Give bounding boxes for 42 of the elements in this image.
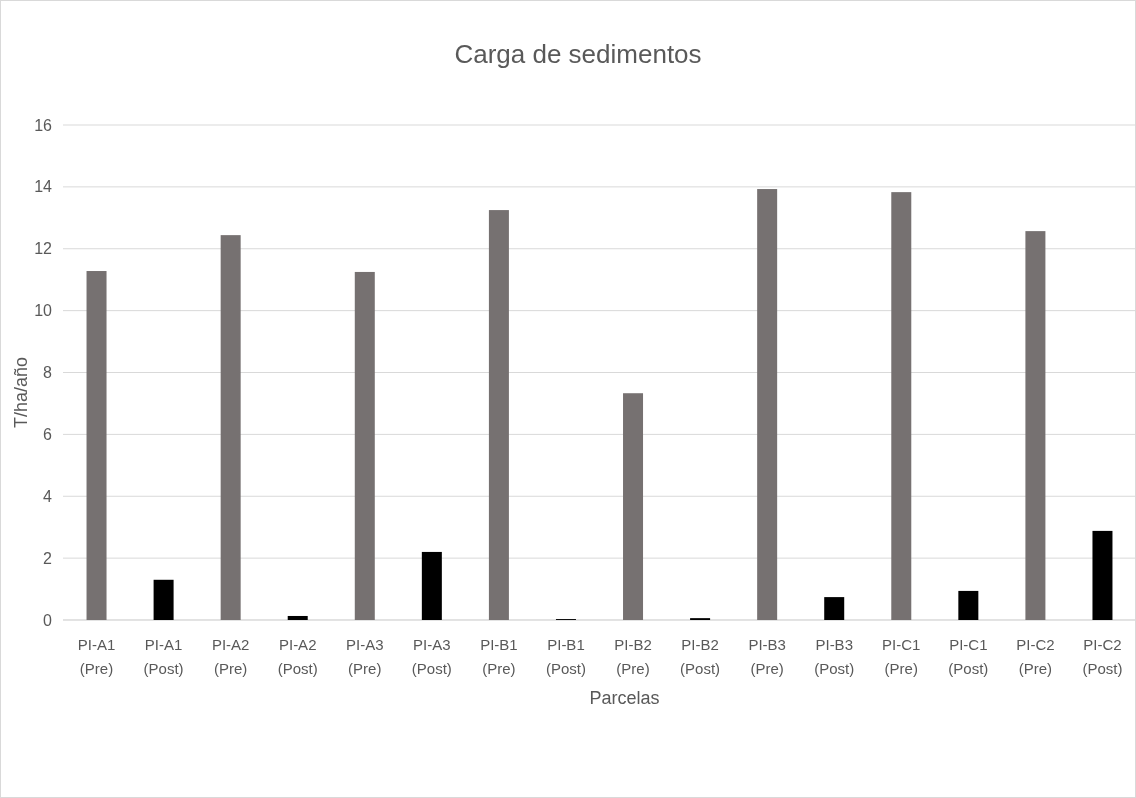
y-tick-label: 12 [34, 240, 53, 258]
bar [287, 615, 308, 620]
y-tick-label: 0 [43, 611, 53, 629]
x-tick-label: PI-B2 (Pre) [614, 636, 652, 677]
bar [220, 235, 241, 620]
y-tick-label: 8 [43, 364, 53, 382]
x-tick-label: PI-A3 (Post) [411, 636, 452, 677]
bar [757, 189, 778, 620]
y-tick-label: 16 [34, 116, 53, 134]
x-tick-label: PI-C2 (Pre) [1016, 636, 1055, 677]
x-tick-label: PI-B1 (Pre) [480, 636, 518, 677]
y-tick-label: 2 [43, 549, 53, 567]
bar [354, 271, 375, 620]
x-tick-label: PI-B3 (Post) [814, 636, 855, 677]
bar [488, 210, 509, 620]
bar [421, 551, 442, 620]
y-tick-label: 14 [34, 178, 53, 196]
bar [623, 393, 644, 620]
x-tick-label: PI-B2 (Post) [680, 636, 721, 677]
x-tick-label: PI-C2 (Post) [1082, 636, 1123, 677]
bar [891, 192, 912, 620]
x-tick-label: PI-A1 (Post) [143, 636, 184, 677]
x-tick-label: PI-C1 (Pre) [882, 636, 921, 677]
y-tick-label: 10 [34, 302, 53, 320]
bar [824, 597, 845, 620]
x-tick-label: PI-A3 (Pre) [346, 636, 384, 677]
bar [1025, 231, 1046, 620]
x-tick-label: PI-C1 (Post) [948, 636, 989, 677]
x-axis-title: Parcelas [589, 688, 660, 708]
bar [86, 271, 107, 620]
bar [1092, 530, 1113, 620]
x-tick-label: PI-A2 (Pre) [211, 636, 250, 677]
bar [153, 579, 174, 620]
x-tick-label: PI-B1 (Post) [545, 636, 586, 677]
y-tick-label: 4 [43, 487, 53, 505]
y-axis-title: T/ha/año [11, 356, 31, 429]
bar [958, 590, 979, 620]
x-tick-label: PI-A1 (Pre) [77, 636, 116, 677]
x-tick-label: PI-B3 (Pre) [748, 636, 786, 677]
y-tick-label: 6 [43, 425, 53, 443]
chart-title: Carga de sedimentos [454, 39, 702, 69]
x-tick-label: PI-A2 (Post) [277, 636, 318, 677]
